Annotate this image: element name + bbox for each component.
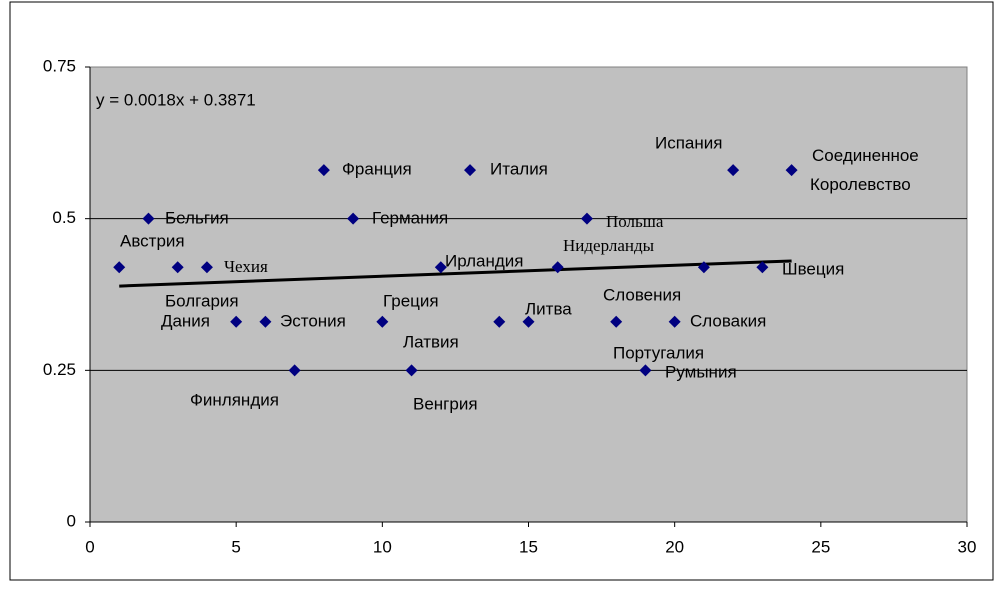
point-label: Германия <box>372 208 448 227</box>
point <box>464 164 477 177</box>
point <box>639 364 652 377</box>
x-tick-label: 5 <box>231 537 240 556</box>
point-label: Литва <box>525 299 572 318</box>
plot-area <box>89 66 968 523</box>
point-label: Дания <box>161 311 210 330</box>
point <box>493 315 506 328</box>
point <box>259 315 272 328</box>
point <box>200 261 213 274</box>
point <box>785 164 798 177</box>
x-tick-label: 20 <box>665 537 684 556</box>
label-line: Соединенное <box>812 146 919 165</box>
point <box>610 315 623 328</box>
trendline <box>119 259 792 288</box>
x-tick-label: 10 <box>373 537 392 556</box>
point <box>317 164 330 177</box>
point <box>551 261 564 274</box>
point-label: Швеция <box>782 259 844 278</box>
point-label: Румыния <box>665 362 737 381</box>
point-label: Испания <box>655 133 722 152</box>
point-label: Болгария <box>165 291 239 310</box>
y-tick-label: 0.75 <box>43 56 76 75</box>
point <box>347 212 360 225</box>
point <box>522 315 535 328</box>
y-tick-label: 0.5 <box>52 208 76 227</box>
point <box>727 164 740 177</box>
point <box>668 315 681 328</box>
point-label: Польша <box>606 212 664 231</box>
point-label: Словакия <box>690 311 766 330</box>
point <box>288 364 301 377</box>
x-tick-label: 25 <box>811 537 830 556</box>
point <box>434 261 447 274</box>
point-label: Италия <box>490 159 548 178</box>
point-label: Соединенное Королевство <box>810 146 919 194</box>
point-label: Латвия <box>403 332 459 351</box>
point <box>405 364 418 377</box>
x-tick-label: 0 <box>85 537 94 556</box>
point <box>113 261 126 274</box>
point <box>142 212 155 225</box>
point <box>171 261 184 274</box>
point-label: Франция <box>342 159 412 178</box>
x-tick-label: 15 <box>519 537 538 556</box>
x-tick-label: 30 <box>958 537 977 556</box>
point-label: Португалия <box>613 343 704 362</box>
point-label: Австрия <box>120 231 185 250</box>
point-label: Словения <box>603 285 681 304</box>
point-label: Нидерланды <box>563 236 655 255</box>
point <box>580 212 593 225</box>
point <box>697 261 710 274</box>
point <box>756 261 769 274</box>
trendline-equation: y = 0.0018x + 0.3871 <box>96 90 256 109</box>
point-label: Чехия <box>224 257 268 276</box>
point <box>376 315 389 328</box>
point-label: Ирландия <box>445 251 523 270</box>
y-tick-label: 0.25 <box>43 360 76 379</box>
point-label: Греция <box>383 291 439 310</box>
point-label: Финляндия <box>190 390 279 409</box>
point <box>230 315 243 328</box>
point-label: Венгрия <box>413 394 478 413</box>
point-label: Эстония <box>280 311 346 330</box>
y-tick-label: 0 <box>67 511 76 530</box>
point-label: Бельгия <box>165 208 229 227</box>
label-line: Королевство <box>810 175 911 194</box>
